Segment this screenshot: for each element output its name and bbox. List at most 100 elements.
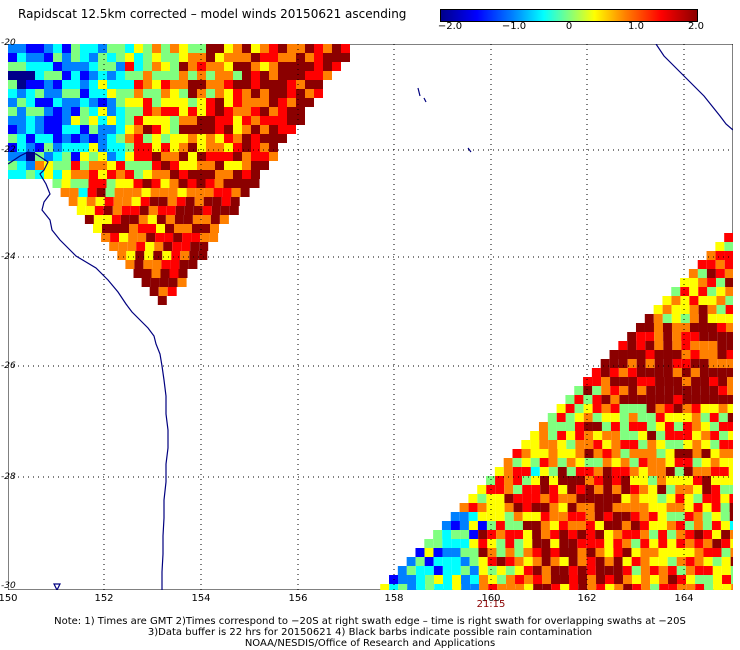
swath-cell-lower bbox=[621, 521, 631, 530]
swath-cell-lower bbox=[698, 287, 708, 296]
swath-cell-upper bbox=[53, 80, 62, 89]
swath-cell-upper bbox=[89, 98, 98, 107]
swath-cell-lower bbox=[673, 377, 683, 386]
swath-cell-lower bbox=[649, 557, 659, 566]
swath-cell-lower bbox=[486, 512, 496, 521]
swath-cell-lower bbox=[628, 404, 638, 413]
swath-cell-lower bbox=[691, 386, 701, 395]
swath-cell-lower bbox=[602, 431, 612, 440]
swath-cell-lower bbox=[720, 494, 730, 503]
swath-cell-upper bbox=[305, 80, 314, 89]
swath-cell-lower bbox=[681, 350, 691, 359]
swath-cell-lower bbox=[595, 566, 605, 575]
island-marker-1 bbox=[417, 87, 427, 103]
swath-cell-lower bbox=[603, 512, 613, 521]
swath-cell-upper bbox=[156, 215, 166, 224]
swath-cell-upper bbox=[206, 98, 215, 107]
swath-cell-lower bbox=[586, 566, 596, 575]
swath-cell-upper bbox=[179, 260, 189, 269]
swath-cell-lower bbox=[694, 539, 704, 548]
swath-cell-upper bbox=[170, 125, 179, 134]
swath-cell-upper bbox=[62, 107, 71, 116]
swath-cell-lower bbox=[645, 332, 655, 341]
swath-cell-lower bbox=[693, 494, 703, 503]
swath-cell-lower bbox=[665, 440, 675, 449]
swath-cell-upper bbox=[150, 188, 160, 197]
swath-cell-upper bbox=[118, 242, 128, 251]
swath-cell-upper bbox=[197, 71, 206, 80]
swath-cell-lower bbox=[488, 584, 498, 590]
swath-cell-lower bbox=[717, 359, 727, 368]
swath-cell-upper bbox=[80, 125, 89, 134]
swath-cell-upper bbox=[107, 80, 116, 89]
swath-cell-lower bbox=[397, 566, 407, 575]
swath-cell-lower bbox=[725, 287, 733, 296]
swath-cell-upper bbox=[205, 179, 215, 188]
swath-cell-lower bbox=[531, 476, 541, 485]
swath-cell-upper bbox=[233, 143, 242, 152]
swath-cell-lower bbox=[638, 449, 648, 458]
swath-cell-upper bbox=[145, 242, 155, 251]
swath-cell-lower bbox=[577, 530, 587, 539]
swath-cell-upper bbox=[242, 107, 251, 116]
swath-cell-lower bbox=[549, 485, 559, 494]
swath-cell-lower bbox=[586, 539, 596, 548]
swath-cell-lower bbox=[662, 305, 672, 314]
swath-cell-upper bbox=[174, 224, 183, 233]
swath-cell-upper bbox=[188, 152, 197, 161]
swath-cell-upper bbox=[269, 134, 278, 143]
swath-cell-lower bbox=[603, 485, 613, 494]
swath-cell-lower bbox=[613, 530, 623, 539]
swath-cell-lower bbox=[620, 467, 630, 476]
swath-cell-lower bbox=[503, 458, 513, 467]
swath-cell-lower bbox=[664, 395, 674, 404]
swath-cell-lower bbox=[690, 368, 700, 377]
swath-cell-lower bbox=[567, 494, 577, 503]
swath-cell-upper bbox=[143, 98, 152, 107]
colorbar-label-neg1: −1.0 bbox=[501, 21, 527, 32]
swath-cell-upper bbox=[260, 98, 269, 107]
swath-cell-lower bbox=[613, 539, 623, 548]
swath-cell-upper bbox=[44, 98, 53, 107]
swath-cell-upper bbox=[197, 152, 206, 161]
swath-cell-lower bbox=[479, 575, 489, 584]
swath-cell-lower bbox=[684, 494, 694, 503]
swath-cell-lower bbox=[631, 548, 641, 557]
swath-cell-upper bbox=[269, 71, 278, 80]
swath-cell-lower bbox=[521, 440, 531, 449]
swath-cell-lower bbox=[700, 422, 710, 431]
swath-cell-lower bbox=[637, 422, 647, 431]
swath-cell-lower bbox=[602, 467, 612, 476]
swath-cell-lower bbox=[627, 332, 637, 341]
swath-cell-upper bbox=[98, 80, 107, 89]
swath-cell-upper bbox=[161, 152, 170, 161]
swath-cell-lower bbox=[720, 521, 730, 530]
swath-cell-upper bbox=[135, 251, 145, 260]
swath-cell-lower bbox=[468, 521, 478, 530]
swath-cell-upper bbox=[71, 107, 80, 116]
swath-cell-lower bbox=[470, 584, 480, 590]
swath-cell-upper bbox=[98, 152, 107, 161]
swath-cell-lower bbox=[585, 485, 595, 494]
swath-cell-lower bbox=[566, 467, 576, 476]
swath-cell-upper bbox=[71, 161, 80, 170]
lon-label-154: 154 bbox=[191, 593, 211, 604]
swath-cell-lower bbox=[549, 503, 559, 512]
swath-cell-lower bbox=[708, 359, 718, 368]
swath-cell-lower bbox=[514, 539, 524, 548]
swath-cell-lower bbox=[512, 467, 522, 476]
swath-cell-lower bbox=[514, 530, 524, 539]
swath-cell-lower bbox=[657, 485, 667, 494]
swath-cell-lower bbox=[648, 512, 658, 521]
swath-cell-upper bbox=[35, 62, 44, 71]
swath-cell-lower bbox=[424, 548, 434, 557]
swath-cell-lower bbox=[586, 557, 596, 566]
swath-cell-lower bbox=[671, 296, 681, 305]
swath-cell-upper bbox=[17, 143, 26, 152]
swath-cell-lower bbox=[676, 548, 686, 557]
swath-cell-lower bbox=[693, 512, 703, 521]
swath-cell-upper bbox=[197, 161, 206, 170]
swath-cell-upper bbox=[296, 107, 305, 116]
swath-cell-upper bbox=[161, 98, 170, 107]
swath-cell-lower bbox=[530, 449, 540, 458]
